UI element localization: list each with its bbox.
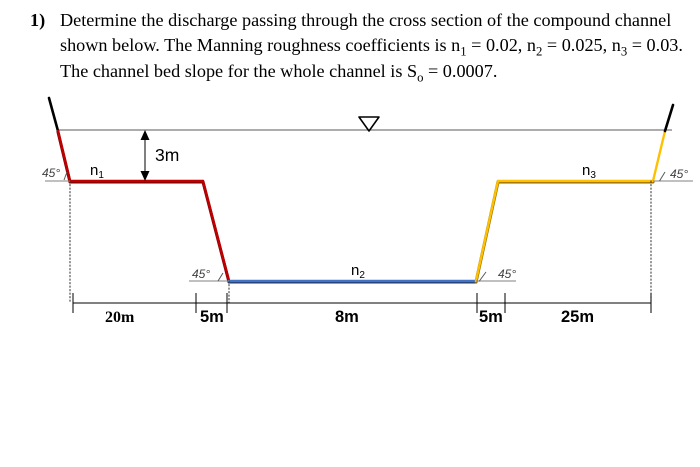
svg-text:n3: n3	[582, 162, 596, 181]
svg-text:45°: 45°	[498, 267, 516, 281]
svg-text:5m: 5m	[479, 308, 503, 326]
svg-text:45°: 45°	[670, 167, 688, 181]
svg-text:8m: 8m	[335, 308, 359, 326]
svg-text:n2: n2	[351, 262, 365, 281]
svg-text:25m: 25m	[561, 308, 594, 326]
svg-text:5m: 5m	[200, 308, 224, 326]
svg-text:3m: 3m	[155, 145, 179, 165]
svg-text:45°: 45°	[192, 267, 210, 281]
svg-text:n1: n1	[90, 162, 104, 181]
svg-text:45°: 45°	[42, 166, 60, 180]
svg-text:20m: 20m	[105, 309, 135, 326]
